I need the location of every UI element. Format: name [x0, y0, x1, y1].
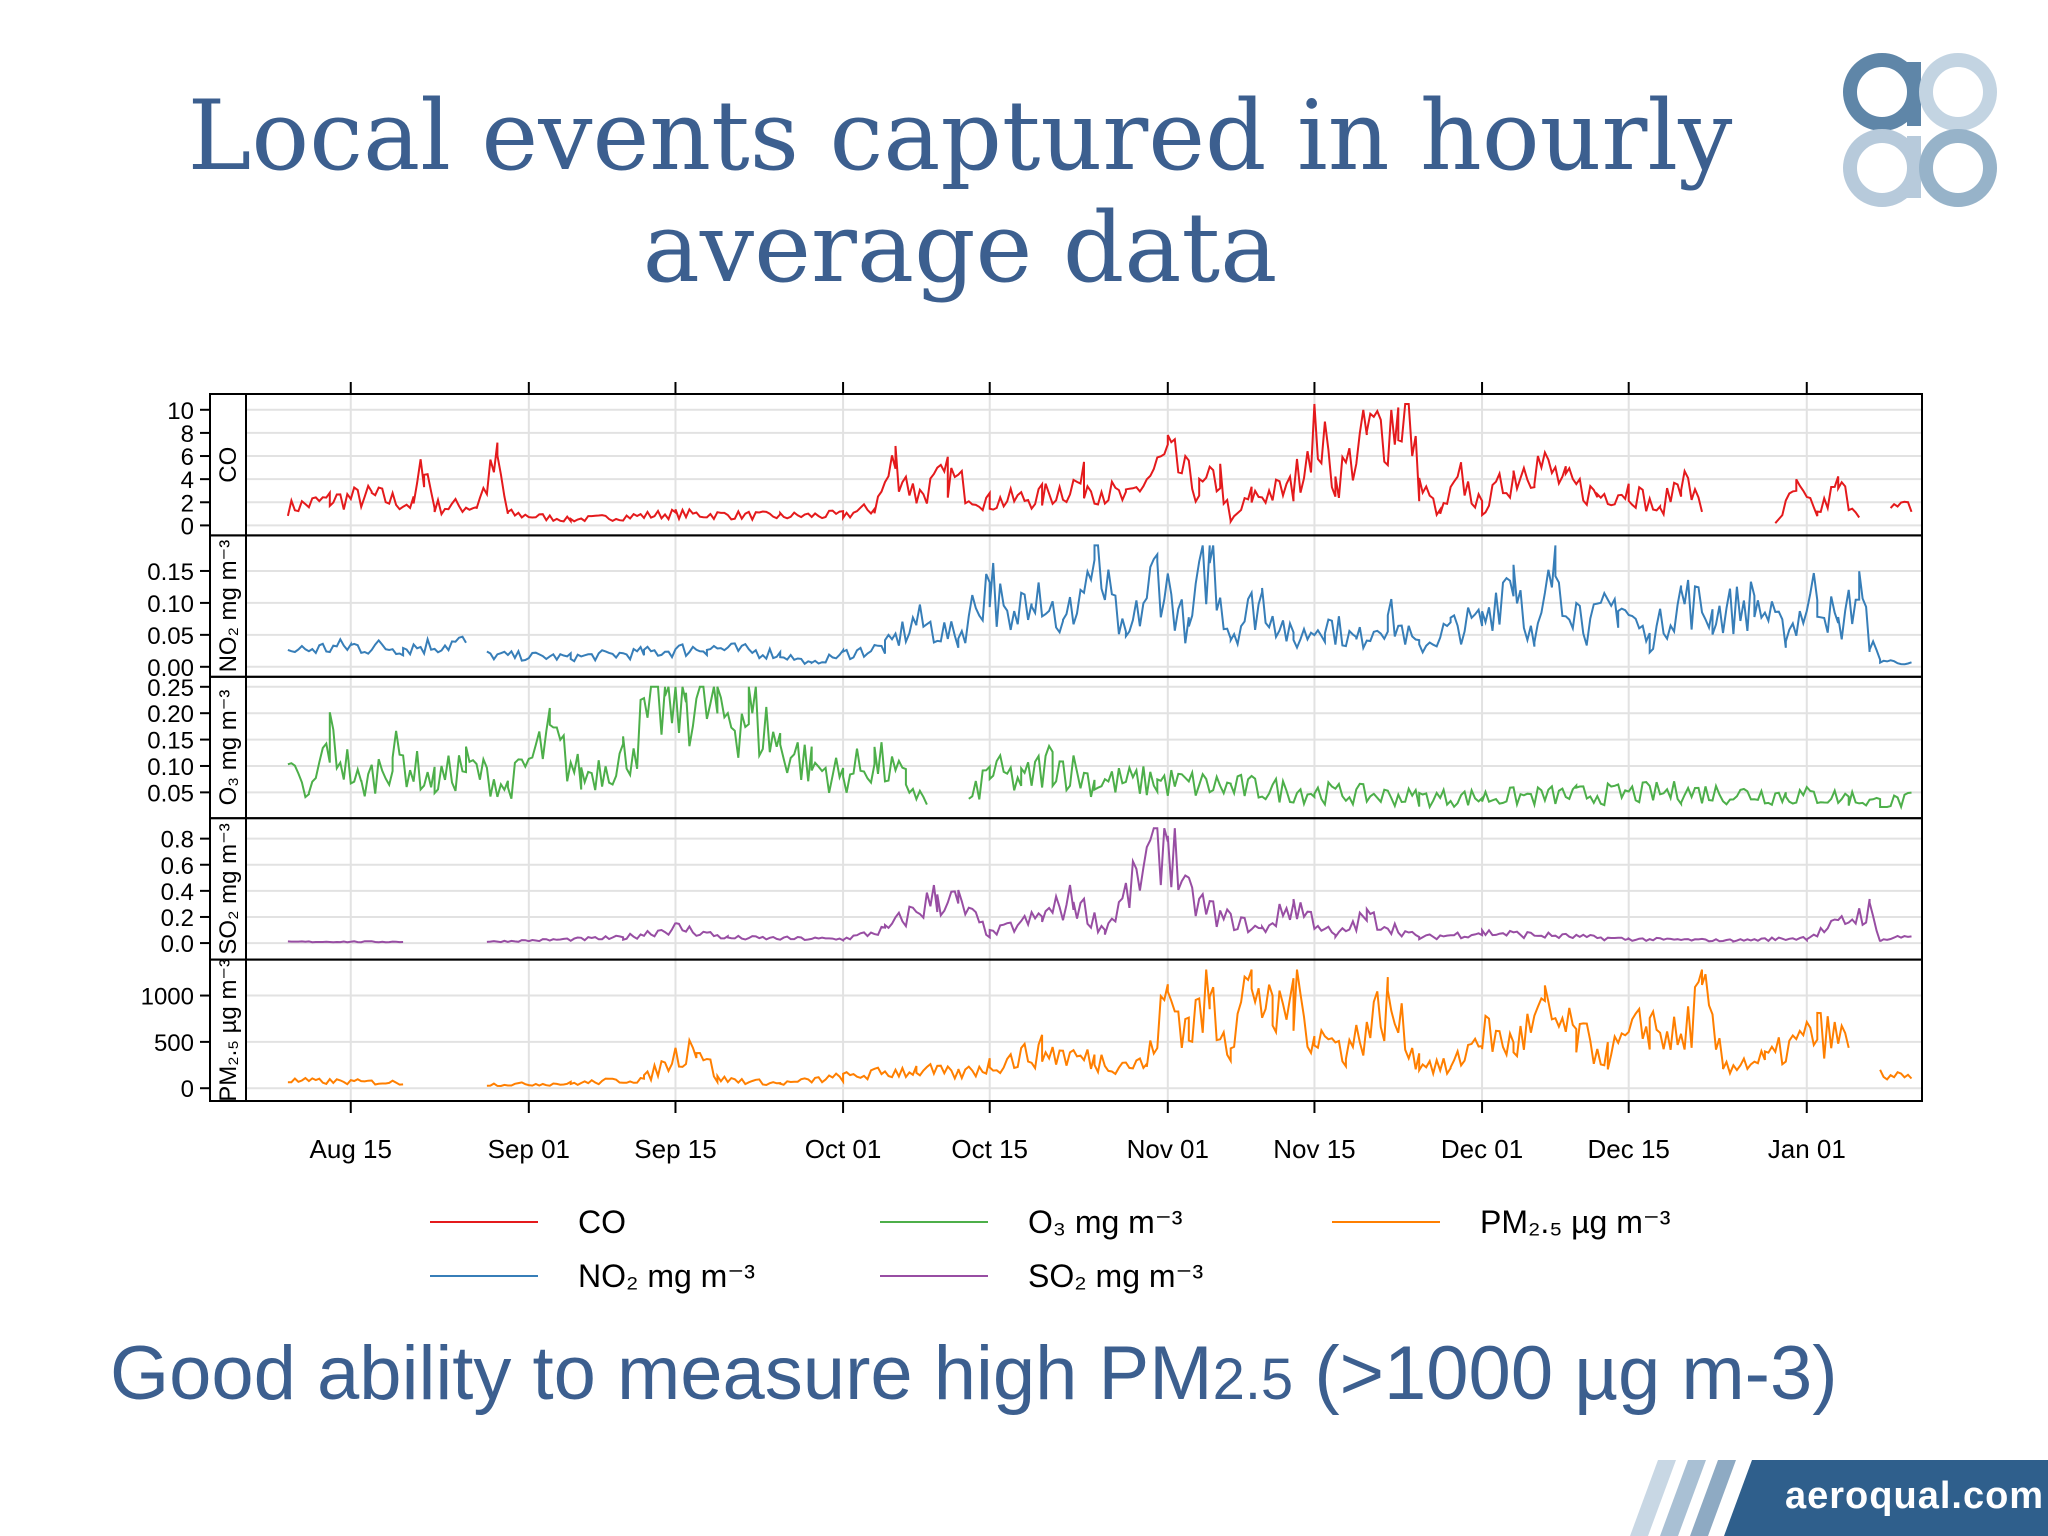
panel-label: PM₂.₅ µg m⁻³ — [215, 959, 242, 1102]
panel-frame — [209, 393, 1923, 537]
y-tick-label: 0.15 — [147, 728, 194, 755]
y-tick-label: 0 — [181, 513, 194, 540]
series-line-co — [286, 403, 1913, 525]
y-tick-label: 0.00 — [147, 655, 194, 682]
x-tick-label: Dec 01 — [1441, 1134, 1523, 1164]
y-tick-label: 0.25 — [147, 675, 194, 702]
y-tick-label: 0.05 — [147, 780, 194, 807]
legend-label-o3: O₃ mg m⁻³ — [1028, 1204, 1183, 1240]
panel-frame — [209, 958, 1923, 1102]
brand-banner-icon — [1630, 1460, 2048, 1536]
x-tick-label: Jan 01 — [1768, 1134, 1846, 1164]
y-tick-label: 0.6 — [161, 853, 194, 880]
slide-title-line2: average data — [642, 192, 1278, 304]
y-tick-label: 500 — [154, 1030, 194, 1057]
y-tick-label: 0.8 — [161, 827, 194, 854]
y-tick-label: 1000 — [141, 984, 194, 1011]
x-tick-label: Sep 01 — [488, 1134, 570, 1164]
legend-label-no2: NO₂ mg m⁻³ — [578, 1258, 755, 1294]
brand-url: aeroqual.com — [1785, 1475, 2045, 1517]
y-tick-label: 0.20 — [147, 701, 194, 728]
legend-label-co: CO — [578, 1204, 626, 1240]
caption-end: (>1000 µg m-3) — [1293, 1331, 1838, 1416]
series-line-no2 — [287, 544, 1912, 666]
legend-label-pm25: PM₂.₅ µg m⁻³ — [1480, 1204, 1671, 1240]
y-tick-label: 8 — [181, 421, 194, 448]
y-tick-label: 6 — [181, 444, 194, 471]
y-tick-label: 0.10 — [147, 754, 194, 781]
caption-main: Good ability to measure high PM — [110, 1331, 1213, 1416]
series-line-so2 — [287, 827, 1912, 944]
series-line-o3 — [287, 685, 1912, 811]
panel-frame — [209, 534, 1923, 678]
x-tick-label: Aug 15 — [310, 1134, 392, 1164]
panel-label: O₃ mg m⁻³ — [215, 690, 242, 806]
y-tick-label: 0.2 — [161, 905, 194, 932]
panel-label: CO — [215, 447, 242, 483]
aeroqual-logo-icon — [1843, 53, 1997, 207]
slide-title-line1: Local events captured in hourly — [187, 80, 1733, 192]
y-tick-label: 10 — [167, 398, 194, 425]
panel-label: NO₂ mg m⁻³ — [215, 540, 242, 673]
y-tick-label: 4 — [181, 467, 194, 494]
x-tick-label: Sep 15 — [634, 1134, 716, 1164]
panel-label: SO₂ mg m⁻³ — [215, 823, 242, 954]
slide-caption: Good ability to measure high PM2.5 (>100… — [110, 1330, 1990, 1417]
x-tick-label: Nov 01 — [1127, 1134, 1209, 1164]
y-tick-label: 2 — [181, 490, 194, 517]
series-line-pm25 — [287, 969, 1913, 1088]
y-tick-label: 0.15 — [147, 559, 194, 586]
legend-label-so2: SO₂ mg m⁻³ — [1028, 1258, 1203, 1294]
slide-title: Local events captured in hourly average … — [150, 80, 1770, 304]
y-tick-label: 0.0 — [161, 931, 194, 958]
y-tick-label: 0.4 — [161, 879, 194, 906]
x-tick-label: Oct 01 — [805, 1134, 882, 1164]
y-tick-label: 0.10 — [147, 591, 194, 618]
y-tick-label: 0 — [181, 1076, 194, 1103]
x-tick-label: Oct 15 — [951, 1134, 1028, 1164]
x-tick-label: Dec 15 — [1588, 1134, 1670, 1164]
x-tick-label: Nov 15 — [1273, 1134, 1355, 1164]
y-tick-label: 0.05 — [147, 623, 194, 650]
caption-subscript: 2.5 — [1212, 1347, 1294, 1412]
